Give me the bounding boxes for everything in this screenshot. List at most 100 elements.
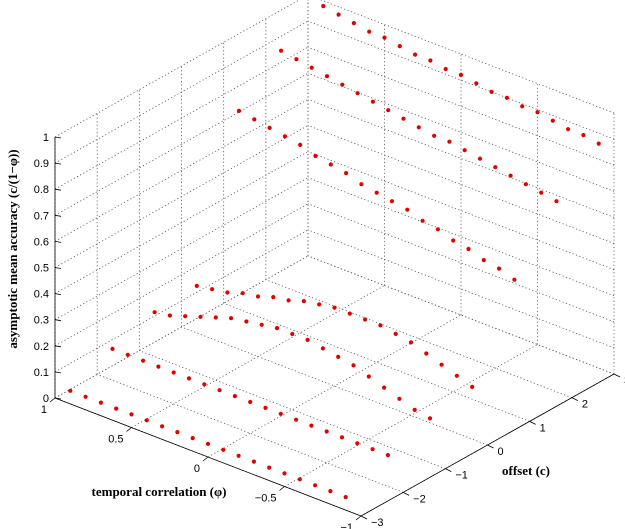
- x-tick-mark: [402, 491, 410, 496]
- grid-lines: [49, 0, 621, 521]
- z-tick-label: 0.4: [34, 289, 49, 301]
- data-point: [202, 382, 207, 387]
- data-point: [339, 435, 345, 440]
- data-point: [328, 489, 333, 494]
- data-point: [317, 302, 322, 307]
- data-point: [385, 453, 390, 458]
- back-wall-grid-line: [54, 125, 309, 268]
- data-point: [156, 364, 161, 369]
- y-tick-mark: [355, 515, 362, 521]
- z-tick-mark: [54, 345, 62, 348]
- data-point: [363, 317, 368, 322]
- data-point: [278, 411, 283, 416]
- data-point: [328, 162, 333, 167]
- floor-grid-line: [181, 326, 488, 446]
- data-point: [282, 471, 287, 476]
- data-point: [382, 35, 387, 40]
- x-tick-label: −2: [413, 493, 426, 505]
- y-tick-label: 0: [194, 463, 200, 475]
- z-tick-mark: [54, 371, 62, 374]
- z-tick-mark: [54, 319, 62, 322]
- data-point: [458, 72, 464, 77]
- data-point: [504, 95, 509, 100]
- side-wall-grid-line: [307, 203, 615, 323]
- y-tick-mark: [49, 397, 56, 403]
- y-tick-mark: [279, 486, 285, 491]
- data-point: [370, 447, 375, 452]
- z-tick-mark: [54, 162, 62, 165]
- z-axis-label: asymptotic mean accuracy (c/(1−φ)): [5, 149, 20, 348]
- data-point: [367, 29, 372, 34]
- data-point: [110, 346, 115, 351]
- data-point: [267, 465, 272, 470]
- x-tick-label: 0: [498, 446, 504, 458]
- data-point: [263, 405, 268, 410]
- y-tick-mark: [126, 427, 132, 432]
- data-point: [489, 89, 494, 94]
- z-tick-label: 0.7: [34, 210, 49, 222]
- data-point: [190, 436, 195, 441]
- floor-grid-line: [97, 373, 404, 493]
- data-point: [405, 207, 410, 212]
- z-tick-label: 0.3: [34, 315, 49, 327]
- data-point: [401, 116, 406, 121]
- data-point: [324, 74, 330, 79]
- data-point: [344, 171, 349, 176]
- back-wall-grid-line: [54, 99, 309, 242]
- data-point: [279, 48, 284, 53]
- data-point: [294, 417, 299, 422]
- data-point: [160, 424, 165, 429]
- tick-labels: −3−2−1012310.50−0.5−100.10.20.30.40.50.6…: [34, 132, 625, 529]
- data-point: [240, 291, 245, 296]
- back-wall-grid-line: [54, 255, 309, 399]
- x-tick-mark: [613, 373, 621, 378]
- data-point: [523, 182, 529, 187]
- data-point: [477, 156, 483, 161]
- data-point: [248, 399, 253, 405]
- side-wall-grid-line: [307, 229, 615, 349]
- data-point: [454, 373, 459, 378]
- data-point: [393, 331, 398, 336]
- data-point: [413, 52, 418, 57]
- data-point: [98, 400, 103, 405]
- data-point: [470, 384, 475, 389]
- z-tick-label: 0.1: [34, 367, 49, 379]
- data-point: [539, 190, 544, 195]
- data-points: [68, 4, 601, 500]
- data-point: [297, 477, 302, 482]
- x-tick-label: −1: [455, 470, 468, 482]
- data-point: [397, 44, 402, 49]
- data-point: [389, 199, 395, 204]
- side-wall-grid-line: [307, 20, 615, 140]
- data-point: [290, 331, 295, 337]
- data-point: [217, 388, 222, 393]
- x-tick-mark: [571, 397, 579, 402]
- data-point: [508, 173, 513, 178]
- z-tick-label: 1: [43, 132, 49, 144]
- data-point: [374, 190, 379, 195]
- data-point: [298, 142, 303, 147]
- back-wall-grid-line: [54, 151, 309, 294]
- data-point: [512, 277, 517, 282]
- data-point: [175, 430, 180, 435]
- data-point: [321, 4, 326, 9]
- data-point: [152, 310, 157, 315]
- y-tick-label: 1: [41, 404, 47, 416]
- side-wall-grid-line: [307, 255, 615, 375]
- data-point: [370, 99, 375, 104]
- data-point: [186, 376, 192, 381]
- data-point: [294, 57, 299, 62]
- y-tick-label: −0.5: [255, 493, 277, 505]
- y-tick-mark: [202, 456, 209, 462]
- z-tick-label: 0.9: [34, 158, 49, 170]
- data-point: [447, 139, 452, 144]
- data-point: [313, 153, 318, 159]
- data-point: [466, 246, 471, 252]
- data-point: [493, 165, 498, 170]
- z-tick-mark: [54, 267, 62, 269]
- z-tick-label: 0.5: [34, 263, 49, 275]
- data-point: [439, 362, 444, 367]
- x-tick-mark: [445, 468, 452, 473]
- z-tick-mark: [54, 188, 62, 191]
- data-point: [68, 388, 73, 393]
